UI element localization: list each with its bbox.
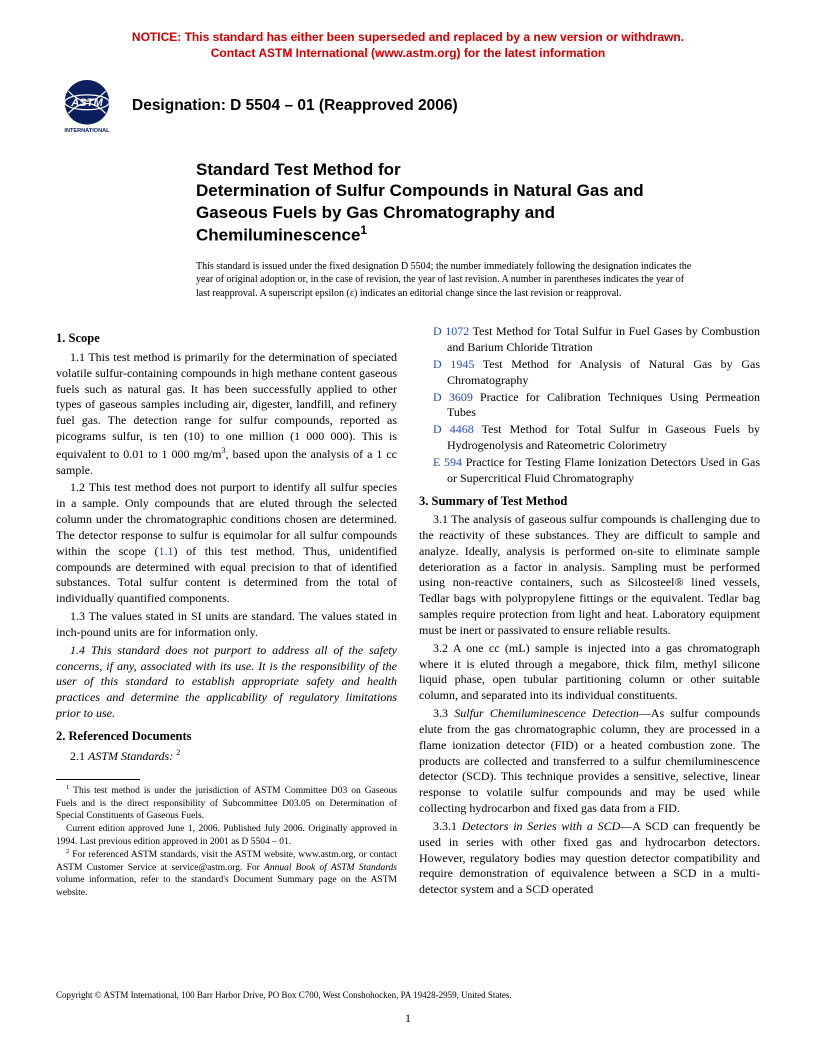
para-1-1: 1.1 This test method is primarily for th… bbox=[56, 350, 397, 479]
astm-logo: ASTM INTERNATIONAL bbox=[56, 75, 118, 137]
para-3-3-1: 3.3.1 Detectors in Series with a SCD—A S… bbox=[419, 819, 760, 898]
title-line-4: Chemiluminescence1 bbox=[196, 223, 760, 246]
footnote-rule bbox=[56, 779, 140, 780]
title-block: Standard Test Method for Determination o… bbox=[196, 159, 760, 246]
ref-d1945: D 1945 Test Method for Analysis of Natur… bbox=[419, 357, 760, 389]
svg-text:INTERNATIONAL: INTERNATIONAL bbox=[64, 128, 110, 134]
footnote-1: 1 This test method is under the jurisdic… bbox=[56, 784, 397, 823]
xref-1-1[interactable]: 1.1 bbox=[159, 544, 174, 558]
para-3-1: 3.1 The analysis of gaseous sulfur compo… bbox=[419, 512, 760, 639]
section-2-head: 2. Referenced Documents bbox=[56, 728, 397, 745]
ref-e594: E 594 Practice for Testing Flame Ionizat… bbox=[419, 455, 760, 487]
para-1-3: 1.3 The values stated in SI units are st… bbox=[56, 609, 397, 641]
section-3-head: 3. Summary of Test Method bbox=[419, 493, 760, 510]
para-3-3: 3.3 Sulfur Chemiluminescence Detection—A… bbox=[419, 706, 760, 817]
notice-line1: NOTICE: This standard has either been su… bbox=[132, 30, 684, 44]
section-1-head: 1. Scope bbox=[56, 330, 397, 347]
title-line-3: Gaseous Fuels by Gas Chromatography and bbox=[196, 202, 760, 223]
footnotes-block: 1 This test method is under the jurisdic… bbox=[56, 779, 397, 899]
svg-text:ASTM: ASTM bbox=[70, 97, 103, 109]
notice-line2: Contact ASTM International (www.astm.org… bbox=[211, 46, 605, 60]
body-columns: 1. Scope 1.1 This test method is primari… bbox=[56, 324, 760, 899]
notice-banner: NOTICE: This standard has either been su… bbox=[56, 30, 760, 61]
ref-d3609: D 3609 Practice for Calibration Techniqu… bbox=[419, 390, 760, 422]
issuance-note: This standard is issued under the fixed … bbox=[196, 260, 696, 301]
para-3-2: 3.2 A one cc (mL) sample is injected int… bbox=[419, 641, 760, 704]
title-line-1: Standard Test Method for bbox=[196, 159, 760, 180]
para-1-2: 1.2 This test method does not purport to… bbox=[56, 480, 397, 607]
para-2-1: 2.1 ASTM Standards: 2 bbox=[56, 747, 397, 765]
footnote-2: 2 For referenced ASTM standards, visit t… bbox=[56, 848, 397, 899]
title-line-2: Determination of Sulfur Compounds in Nat… bbox=[196, 180, 760, 201]
ref-d1072: D 1072 Test Method for Total Sulfur in F… bbox=[419, 324, 760, 356]
header: ASTM INTERNATIONAL Designation: D 5504 –… bbox=[56, 75, 760, 137]
ref-d4468: D 4468 Test Method for Total Sulfur in G… bbox=[419, 422, 760, 454]
footnote-1b: Current edition approved June 1, 2006. P… bbox=[56, 823, 397, 848]
designation: Designation: D 5504 – 01 (Reapproved 200… bbox=[132, 97, 458, 115]
title-footnote-mark: 1 bbox=[360, 223, 367, 237]
page-number: 1 bbox=[405, 1011, 411, 1026]
para-1-4: 1.4 This standard does not purport to ad… bbox=[56, 643, 397, 722]
copyright: Copyright © ASTM International, 100 Barr… bbox=[56, 990, 512, 1000]
